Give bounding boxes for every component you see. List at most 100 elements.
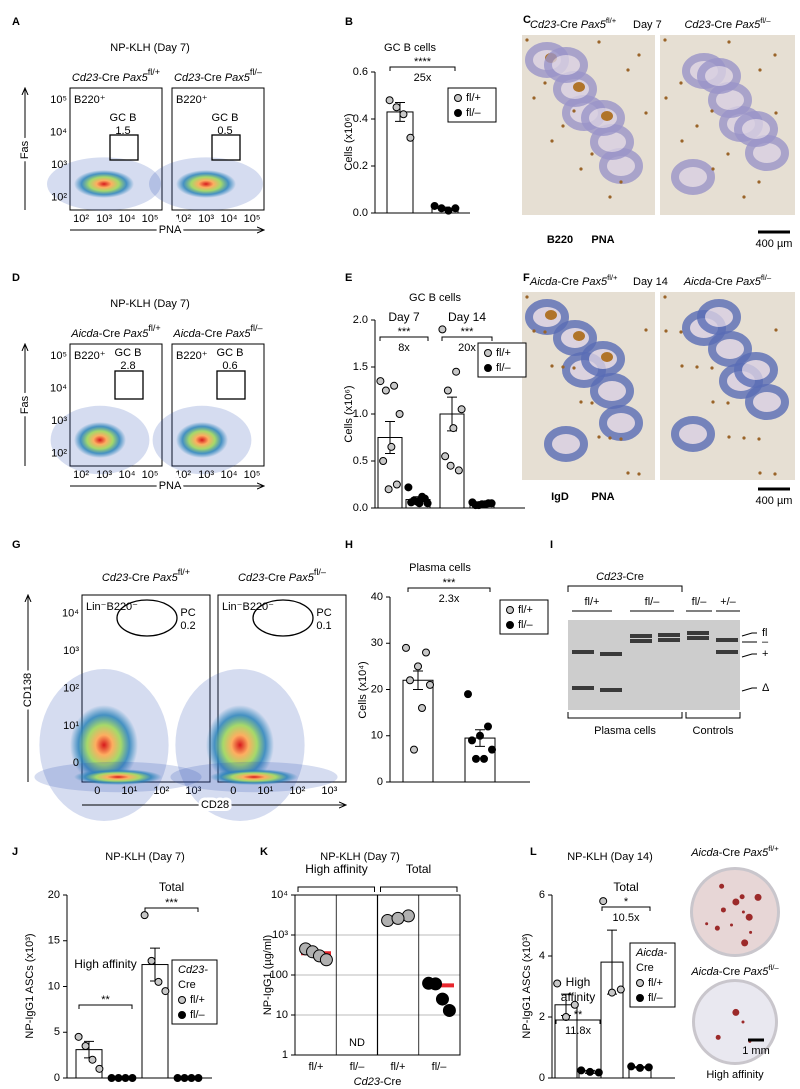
density-blob <box>74 422 126 458</box>
day-label: Day 7 <box>633 19 662 31</box>
density-blob <box>74 170 134 198</box>
y-tick-label: 0.6 <box>353 66 368 78</box>
y-tick-label: 10⁴ <box>62 608 79 620</box>
legend-marker <box>484 364 492 372</box>
x-tick-label: 10⁵ <box>244 469 261 481</box>
spot <box>757 437 761 441</box>
x-tick-label: 10³ <box>321 785 337 797</box>
significance-stars: *** <box>461 326 475 338</box>
spot <box>561 365 565 369</box>
data-point <box>481 500 490 509</box>
density-blob <box>210 769 298 785</box>
population-label: B220⁺ <box>74 350 106 362</box>
y-tick-label: 10³ <box>272 929 288 941</box>
spot <box>637 472 641 476</box>
text-part: fl/– <box>250 323 263 333</box>
data-point <box>406 676 414 685</box>
x-tick-label: 0 <box>94 785 100 797</box>
density-blob <box>70 705 138 785</box>
follicle <box>599 405 643 441</box>
legend-marker <box>506 606 514 614</box>
y-tick-label: 10² <box>51 192 67 204</box>
y-tick-label: 4 <box>539 950 545 962</box>
spot <box>719 883 725 889</box>
y-tick-label: 10¹ <box>63 720 79 732</box>
text-part: Pax5 <box>123 328 149 340</box>
data-point <box>390 381 399 390</box>
spot <box>727 40 731 44</box>
chart-title: GC B cells <box>409 292 461 304</box>
data-point <box>173 1074 182 1082</box>
caption: High affinity <box>706 1069 764 1081</box>
y-axis-label: NP-IgG1 ASCs (x10³) <box>521 933 533 1038</box>
gel-image <box>568 620 740 710</box>
text-part: -Cre <box>98 72 122 84</box>
spot <box>525 295 529 299</box>
text-part: Pax5 <box>225 72 251 84</box>
text-part: Aicda <box>172 328 201 340</box>
y-tick-label: 10⁴ <box>50 127 67 139</box>
data-point <box>107 1074 116 1082</box>
data-point <box>474 501 483 510</box>
significance-bracket <box>441 336 493 341</box>
gate-name: GC B <box>115 347 142 359</box>
spot <box>679 81 683 85</box>
spot <box>663 38 667 42</box>
text-part: -Cre <box>99 328 123 340</box>
well <box>695 982 775 1062</box>
group-label: Plasma cells <box>594 725 656 737</box>
y-tick-label: 0 <box>54 1072 60 1084</box>
spot <box>705 922 709 926</box>
x-tick-label: fl/+ <box>391 1061 406 1073</box>
legend-label: fl/– <box>190 1009 206 1021</box>
panel-letter: F <box>523 272 530 284</box>
text-part: -Cre <box>711 276 735 288</box>
legend-label: fl/+ <box>190 994 205 1006</box>
y-tick-label: 1 <box>282 1049 288 1061</box>
y-tick-label: 2 <box>539 1011 545 1023</box>
panel-letter: K <box>260 846 268 858</box>
data-point <box>194 1074 203 1082</box>
legend-label: fl/– <box>518 619 534 631</box>
group-label: Controls <box>693 725 734 737</box>
chart-title: NP-KLH (Day 7) <box>320 851 399 863</box>
panel-title: NP-KLH (Day 7) <box>110 298 189 310</box>
text-part: -Cre <box>556 19 580 31</box>
day-label: Day 14 <box>633 276 668 288</box>
bracket <box>297 886 375 892</box>
spot <box>745 913 753 921</box>
y-axis-label: Cells (x10⁶) <box>343 385 355 442</box>
y-tick-label: 5 <box>54 1026 60 1038</box>
y-axis-label: NP-IgG1 ASCs (x10³) <box>24 933 36 1038</box>
legend-label: fl/– <box>648 992 664 1004</box>
x-axis-label: Cd23-Cre <box>354 1076 402 1088</box>
text-part: fl/– <box>761 273 772 282</box>
text-part: Pax5 <box>225 328 251 340</box>
driver-label: Cd23-Cre <box>596 571 644 583</box>
genotype-label: Cd23-Cre Pax5fl/– <box>174 67 263 84</box>
y-tick-label: 15 <box>48 935 60 947</box>
data-point <box>381 386 390 395</box>
spot <box>579 400 583 404</box>
follicle <box>544 47 588 83</box>
data-point <box>391 911 405 925</box>
y-tick-label: 10³ <box>51 159 67 171</box>
legend-marker <box>636 979 644 987</box>
x-tick-label: 10² <box>73 469 89 481</box>
data-point <box>444 206 453 215</box>
x-tick-label: 10⁴ <box>119 469 136 481</box>
data-point <box>387 442 396 451</box>
genotype-label: Aicda-Cre Pax5fl/– <box>690 963 779 978</box>
x-axis-label: CD28 <box>201 799 229 811</box>
category-label-box: Total <box>613 880 638 894</box>
stain-label: IgD <box>551 491 569 503</box>
spot <box>720 907 726 913</box>
data-point <box>468 736 476 745</box>
gel-band <box>600 688 622 692</box>
data-point <box>553 979 562 988</box>
text-part: Cd23 <box>174 72 201 84</box>
data-point <box>426 680 434 689</box>
y-tick-label: 10⁵ <box>50 350 67 362</box>
gate-name: GC B <box>110 112 137 124</box>
